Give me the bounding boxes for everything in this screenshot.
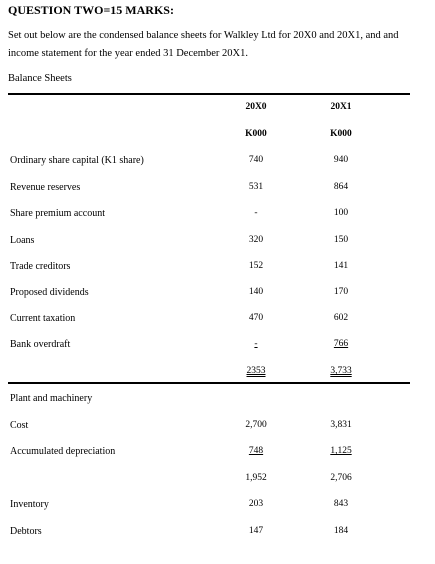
assets-title: Plant and machinery (10, 393, 93, 404)
section-title: Balance Sheets (8, 73, 72, 84)
row-value-year-1: 320 (248, 235, 264, 245)
asset-row-label: Cost (10, 420, 29, 431)
asset-value-year-2: 1,125 (330, 446, 352, 456)
row-value-year-1: 740 (248, 155, 264, 165)
row-label: Ordinary share capital (K1 share) (10, 155, 144, 166)
table-top-rule (8, 93, 410, 95)
row-value-year-1: 152 (248, 261, 264, 271)
row-label: Proposed dividends (10, 287, 89, 298)
row-value-year-2: 170 (333, 287, 349, 297)
column-year-2: 20X1 (330, 102, 352, 112)
asset-value-year-1: 2,700 (245, 420, 267, 430)
asset-value-year-2: 3,831 (330, 420, 352, 430)
asset-value-year-2: 843 (333, 499, 349, 509)
row-label: Current taxation (10, 313, 76, 324)
asset-value-year-1: 748 (248, 446, 264, 456)
asset-value-year-2: 2,706 (330, 473, 352, 483)
asset-row-label: Accumulated depreciation (10, 446, 116, 457)
column-year-1: 20X0 (245, 102, 267, 112)
row-value-year-1: - (254, 339, 258, 349)
row-value-year-1: 470 (248, 313, 264, 323)
column-unit-2: K000 (330, 129, 352, 139)
row-label: Trade creditors (10, 261, 71, 272)
row-value-year-2: 150 (333, 235, 349, 245)
row-label: Loans (10, 235, 35, 246)
row-value-year-2: 602 (333, 313, 349, 323)
row-label: Bank overdraft (10, 339, 71, 350)
asset-value-year-2: 184 (333, 526, 349, 536)
row-value-year-2: 766 (333, 339, 349, 349)
asset-value-year-1: 147 (248, 526, 264, 536)
section-divider-rule (8, 382, 410, 384)
total-year-1: 2353 (246, 366, 266, 376)
row-value-year-2: 100 (333, 208, 349, 218)
total-year-2: 3,733 (330, 366, 352, 376)
asset-value-year-1: 1,952 (245, 473, 267, 483)
question-heading: QUESTION TWO=15 MARKS: (8, 3, 174, 17)
row-value-year-1: 531 (248, 182, 264, 192)
intro-text-line-2: income statement for the year ended 31 D… (8, 48, 248, 59)
column-unit-1: K000 (245, 129, 267, 139)
row-label: Share premium account (10, 208, 105, 219)
asset-row-label: Inventory (10, 499, 49, 510)
row-label: Revenue reserves (10, 182, 81, 193)
row-value-year-1: - (254, 208, 258, 218)
row-value-year-2: 141 (333, 261, 349, 271)
asset-value-year-1: 203 (248, 499, 264, 509)
intro-text-line-1: Set out below are the condensed balance … (8, 30, 399, 41)
row-value-year-2: 864 (333, 182, 349, 192)
row-value-year-2: 940 (333, 155, 349, 165)
asset-row-label: Debtors (10, 526, 42, 537)
row-value-year-1: 140 (248, 287, 264, 297)
